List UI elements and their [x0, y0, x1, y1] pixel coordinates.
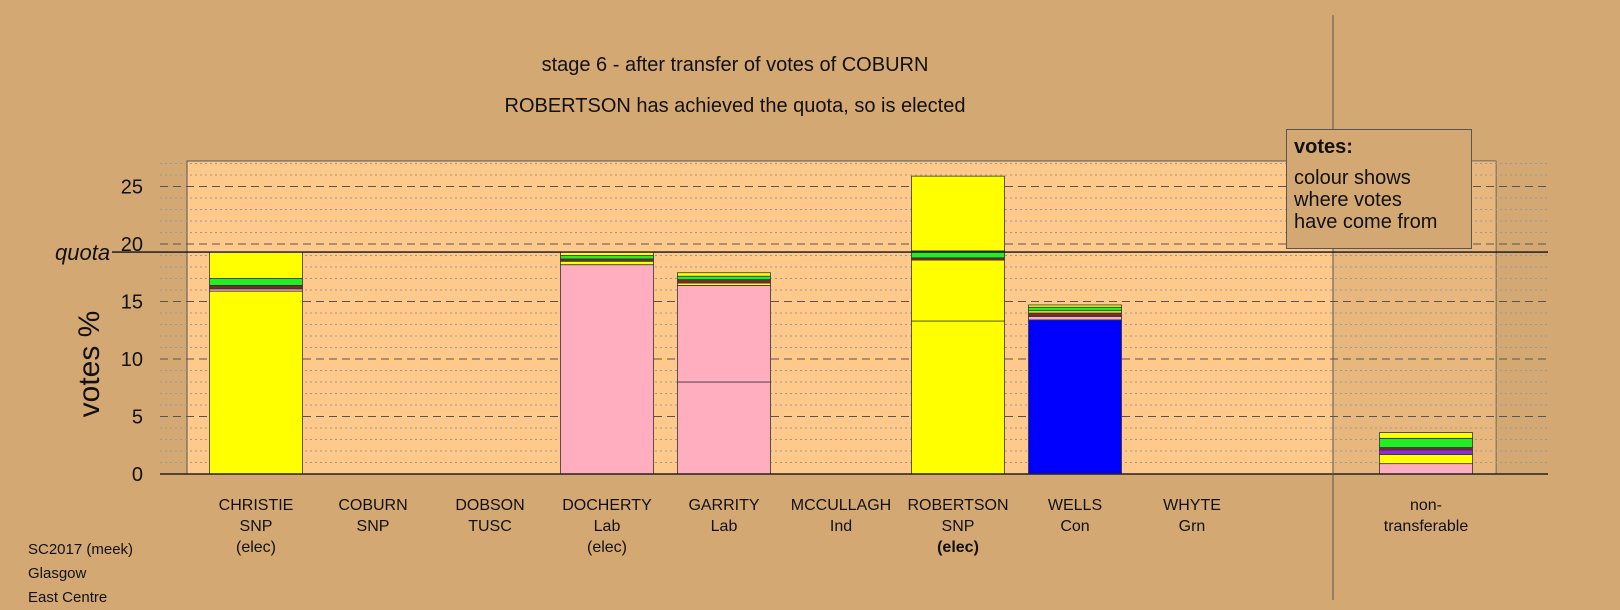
- bar-segment: [209, 278, 303, 286]
- candidate-label-mccullagh: MCCULLAGH Ind: [781, 495, 901, 537]
- bar-segment: [560, 260, 654, 266]
- bar-segment: [911, 259, 1005, 322]
- candidate-label-line: Lab: [710, 518, 738, 535]
- footer-ward: East Centre: [28, 589, 108, 606]
- chart-title: stage 6 - after transfer of votes of COB…: [541, 54, 929, 76]
- candidate-label-garrity: GARRITY Lab: [664, 495, 784, 537]
- candidate-label-line: SNP: [356, 518, 390, 535]
- legend-line: colour shows: [1294, 167, 1411, 189]
- y-tick-labels: 0 5 10 15 20 25: [121, 177, 143, 487]
- bar-segment: [209, 251, 303, 279]
- bar-segment: [1379, 454, 1473, 465]
- bar-segment: [1028, 304, 1122, 308]
- bar-docherty: [560, 251, 654, 475]
- candidate-label-robertson: ROBERTSON SNP (elec): [898, 495, 1018, 558]
- candidate-label-line: TUSC: [468, 518, 512, 535]
- candidate-label-line: transferable: [1383, 518, 1469, 535]
- bar-garrity: [677, 272, 771, 475]
- candidate-label-line: DOCHERTY: [562, 497, 652, 514]
- candidate-label-nontransferable: non-transferable: [1366, 495, 1486, 537]
- candidate-label-line: CHRISTIE: [218, 497, 294, 514]
- candidate-label-line: GARRITY: [688, 497, 760, 514]
- y-tick-label: 25: [121, 177, 143, 199]
- bar-segment: [677, 279, 771, 284]
- y-axis-label: votes %: [73, 310, 106, 418]
- candidate-label-christie: CHRISTIE SNP (elec): [196, 495, 316, 558]
- candidate-label-dobson: DOBSON TUSC: [430, 495, 550, 537]
- candidate-label-line: SNP: [941, 518, 975, 535]
- candidate-label-line: COBURN: [338, 497, 408, 514]
- bar-segment: [1028, 319, 1122, 475]
- legend-title: votes:: [1294, 136, 1353, 158]
- bar-segment: [1379, 449, 1473, 455]
- chart-subtitle: ROBERTSON has achieved the quota, so is …: [504, 95, 966, 117]
- bar-wells: [1028, 304, 1122, 475]
- candidate-label-line: MCCULLAGH: [790, 497, 892, 514]
- candidate-label-line: (elec): [937, 539, 979, 556]
- bar-robertson: [911, 175, 1005, 475]
- candidate-label-docherty: DOCHERTY Lab (elec): [547, 495, 667, 558]
- bar-segment: [1379, 432, 1473, 439]
- bar-segment: [560, 255, 654, 260]
- quota-label: quota: [55, 240, 111, 265]
- bar-segment: [1379, 463, 1473, 475]
- legend-box: votes: colour shows where votes have com…: [1286, 129, 1472, 249]
- y-tick-label: 15: [121, 292, 143, 314]
- candidate-label-line: DOBSON: [455, 497, 525, 514]
- bar-christie: [209, 251, 303, 475]
- candidate-label-line: Con: [1060, 518, 1090, 535]
- legend-line: where votes: [1294, 189, 1402, 211]
- bar-segment: [911, 320, 1005, 475]
- legend-text: colour shows where votes have come from: [1294, 167, 1464, 233]
- candidate-label-line: (elec): [235, 539, 276, 556]
- bar-segment: [1379, 437, 1473, 448]
- y-tick-label: 5: [132, 407, 143, 429]
- bar-segment: [209, 284, 303, 290]
- candidate-label-line: non-: [1409, 497, 1443, 514]
- bar-segment: [911, 175, 1005, 252]
- y-tick-label: 20: [121, 234, 143, 256]
- footer-council: Glasgow: [28, 565, 87, 582]
- candidate-label-line: WHYTE: [1163, 497, 1221, 514]
- bar-group: [209, 175, 1473, 475]
- footer-election: SC2017 (meek): [28, 541, 134, 558]
- axes: [112, 15, 1548, 600]
- bar-nontransferable: [1379, 432, 1473, 475]
- candidate-label-line: SNP: [239, 518, 273, 535]
- bar-segment: [677, 275, 771, 281]
- footer-info: SC2017 (meek) Glasgow East Centre: [28, 538, 133, 610]
- bar-segment: [677, 381, 771, 475]
- bar-segment: [677, 272, 771, 277]
- bar-segment: [560, 264, 654, 475]
- candidate-label-line: Grn: [1178, 518, 1206, 535]
- bar-segment: [1028, 316, 1122, 321]
- bar-segment: [209, 290, 303, 475]
- bar-segment: [1028, 312, 1122, 317]
- candidate-label-line: Ind: [829, 518, 853, 535]
- legend-line: have come from: [1294, 211, 1438, 233]
- plot-background: [186, 160, 1497, 475]
- candidate-label-line: WELLS: [1047, 497, 1103, 514]
- candidate-label-whyte: WHYTE Grn: [1132, 495, 1252, 537]
- candidate-label-line: (elec): [586, 539, 627, 556]
- y-tick-label: 10: [121, 349, 143, 371]
- bar-segment: [1028, 306, 1122, 312]
- candidate-label-line: ROBERTSON: [907, 497, 1009, 514]
- candidate-label-line: Lab: [593, 518, 621, 535]
- candidate-label-coburn: COBURN SNP: [313, 495, 433, 537]
- candidate-label-wells: WELLS Con: [1015, 495, 1135, 537]
- y-tick-label: 0: [132, 464, 143, 486]
- bar-segment: [677, 284, 771, 383]
